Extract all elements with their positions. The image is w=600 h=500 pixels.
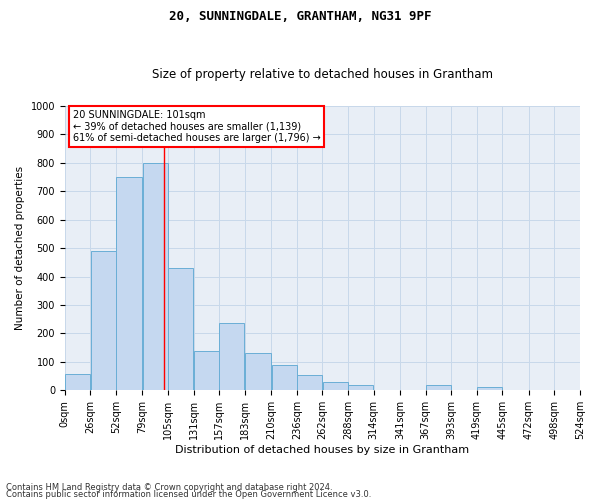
Bar (65, 374, 90, 390)
Bar (348, 385, 373, 390)
Bar (477, 387, 502, 390)
Text: 20 SUNNINGDALE: 101sqm
← 39% of detached houses are smaller (1,139)
61% of semi-: 20 SUNNINGDALE: 101sqm ← 39% of detached… (73, 110, 320, 143)
Bar (220, 324, 244, 390)
Title: Size of property relative to detached houses in Grantham: Size of property relative to detached ho… (152, 68, 493, 81)
Bar (168, 268, 193, 390)
Text: Contains public sector information licensed under the Open Government Licence v3: Contains public sector information licen… (6, 490, 371, 499)
Bar (323, 382, 348, 390)
Bar (143, 162, 168, 390)
Text: Contains HM Land Registry data © Crown copyright and database right 2024.: Contains HM Land Registry data © Crown c… (6, 484, 332, 492)
X-axis label: Distribution of detached houses by size in Grantham: Distribution of detached houses by size … (175, 445, 469, 455)
Bar (91, 251, 116, 390)
Bar (194, 350, 219, 391)
Y-axis label: Number of detached properties: Number of detached properties (15, 166, 25, 330)
Bar (245, 354, 271, 391)
Bar (116, 177, 142, 390)
Bar (272, 364, 296, 390)
Bar (426, 385, 451, 390)
Text: 20, SUNNINGDALE, GRANTHAM, NG31 9PF: 20, SUNNINGDALE, GRANTHAM, NG31 9PF (169, 10, 431, 23)
Bar (297, 374, 322, 390)
